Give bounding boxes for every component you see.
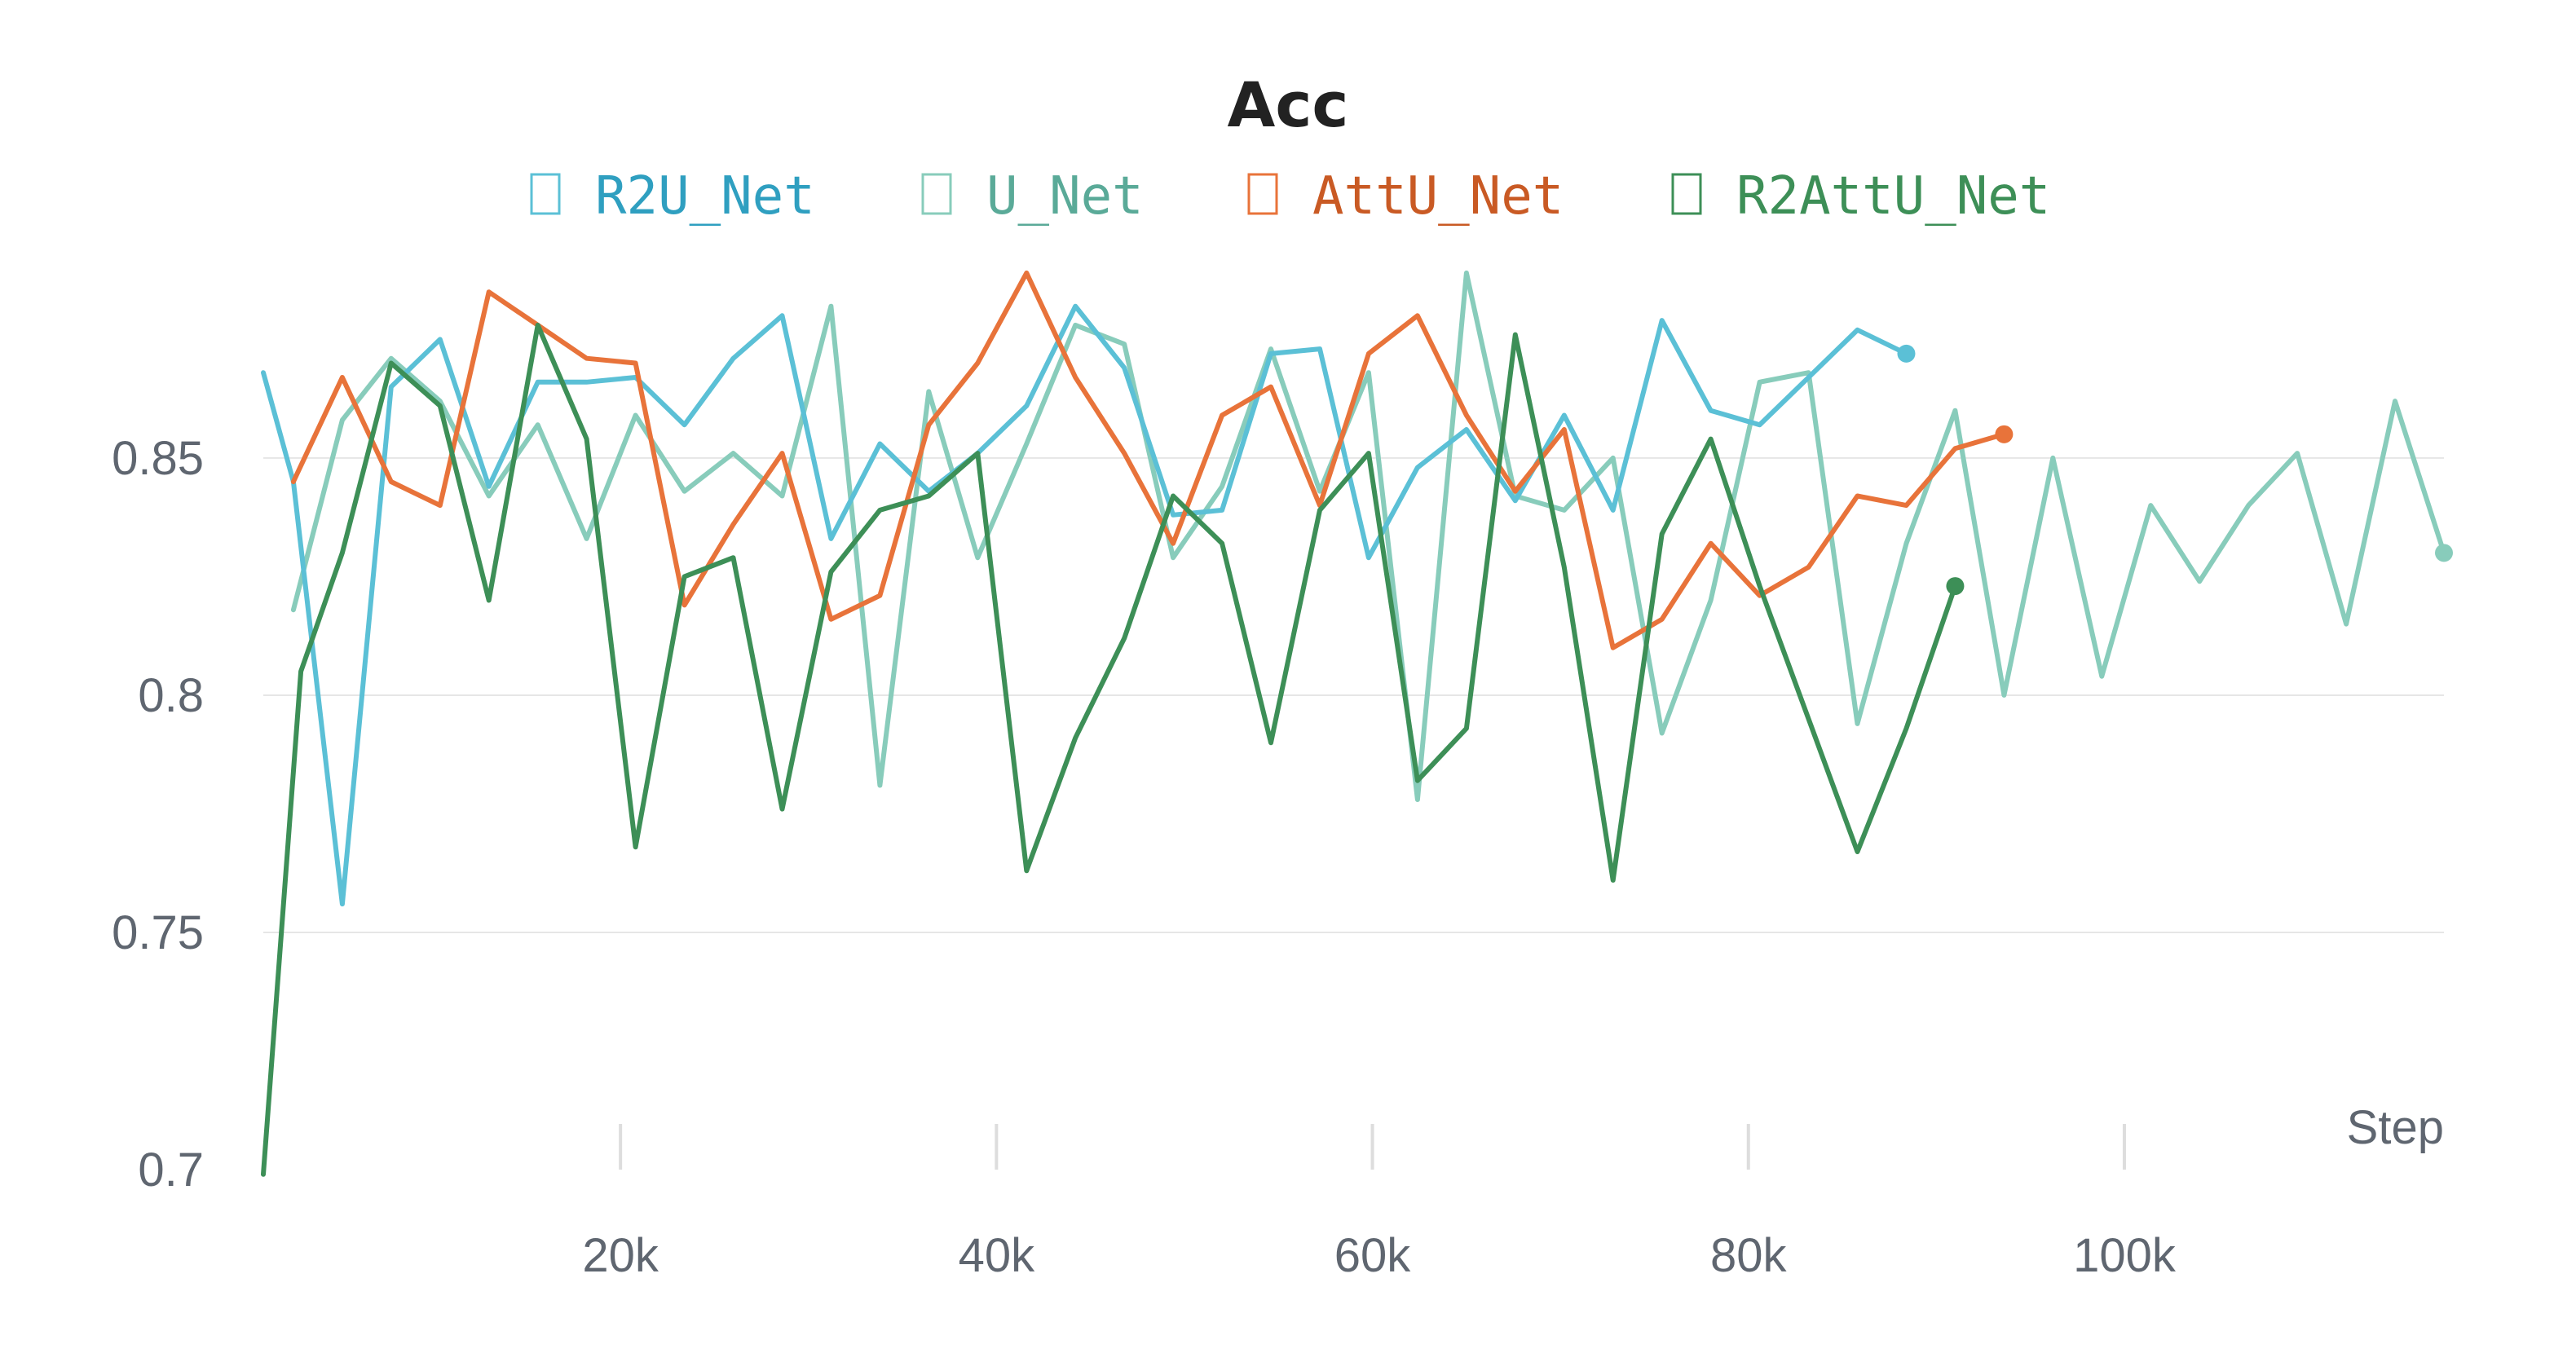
legend-swatch-attu-net [1247, 173, 1278, 215]
legend-label-r2u-net: R2U_Net [595, 166, 815, 227]
x-tick-label-80k: 80k [1710, 1229, 1788, 1282]
legend: R2U_Net U_Net AttU_Net R2AttU_Net [530, 166, 2050, 227]
legend-item-u-net[interactable]: U_Net [921, 166, 1144, 227]
series-line-attu-net [290, 270, 2007, 650]
legend-label-r2attu-net: R2AttU_Net [1736, 166, 2050, 227]
grid-lines [263, 456, 2444, 933]
series-endpoint-r2attu-net[interactable] [1946, 577, 1965, 596]
chart-title: Acc [1228, 68, 1349, 141]
series-endpoint-attu-net[interactable] [1995, 425, 2014, 443]
y-tick-label-0-85: 0.85 [112, 432, 204, 485]
legend-swatch-u-net [921, 173, 952, 215]
y-tick-label-0-75: 0.75 [112, 906, 204, 959]
series-line-r2attu-net [261, 322, 1958, 1177]
series-endpoint-r2u-net[interactable] [1897, 344, 1916, 363]
legend-item-r2attu-net[interactable]: R2AttU_Net [1671, 166, 2050, 227]
series-lines [261, 270, 2453, 1177]
x-tick-label-100k: 100k [2073, 1229, 2177, 1282]
x-tick-label-60k: 60k [1334, 1229, 1412, 1282]
legend-swatch-r2u-net [530, 173, 561, 215]
x-tick-label-20k: 20k [582, 1229, 659, 1282]
legend-label-attu-net: AttU_Net [1312, 166, 1564, 227]
legend-item-r2u-net[interactable]: R2U_Net [530, 166, 815, 227]
x-axis-ticks: 20k 40k 60k 80k 100k [582, 1124, 2177, 1282]
y-axis-ticks: 0.7 0.75 0.8 0.85 [112, 432, 204, 1197]
y-tick-label-0-7: 0.7 [138, 1144, 204, 1197]
x-axis-label: Step [2347, 1101, 2444, 1154]
y-tick-label-0-8: 0.8 [138, 669, 204, 722]
series-endpoint-u-net[interactable] [2435, 544, 2453, 562]
legend-swatch-r2attu-net [1671, 173, 1702, 215]
legend-label-u-net: U_Net [986, 166, 1144, 227]
legend-item-attu-net[interactable]: AttU_Net [1247, 166, 1564, 227]
x-tick-label-40k: 40k [959, 1229, 1036, 1282]
